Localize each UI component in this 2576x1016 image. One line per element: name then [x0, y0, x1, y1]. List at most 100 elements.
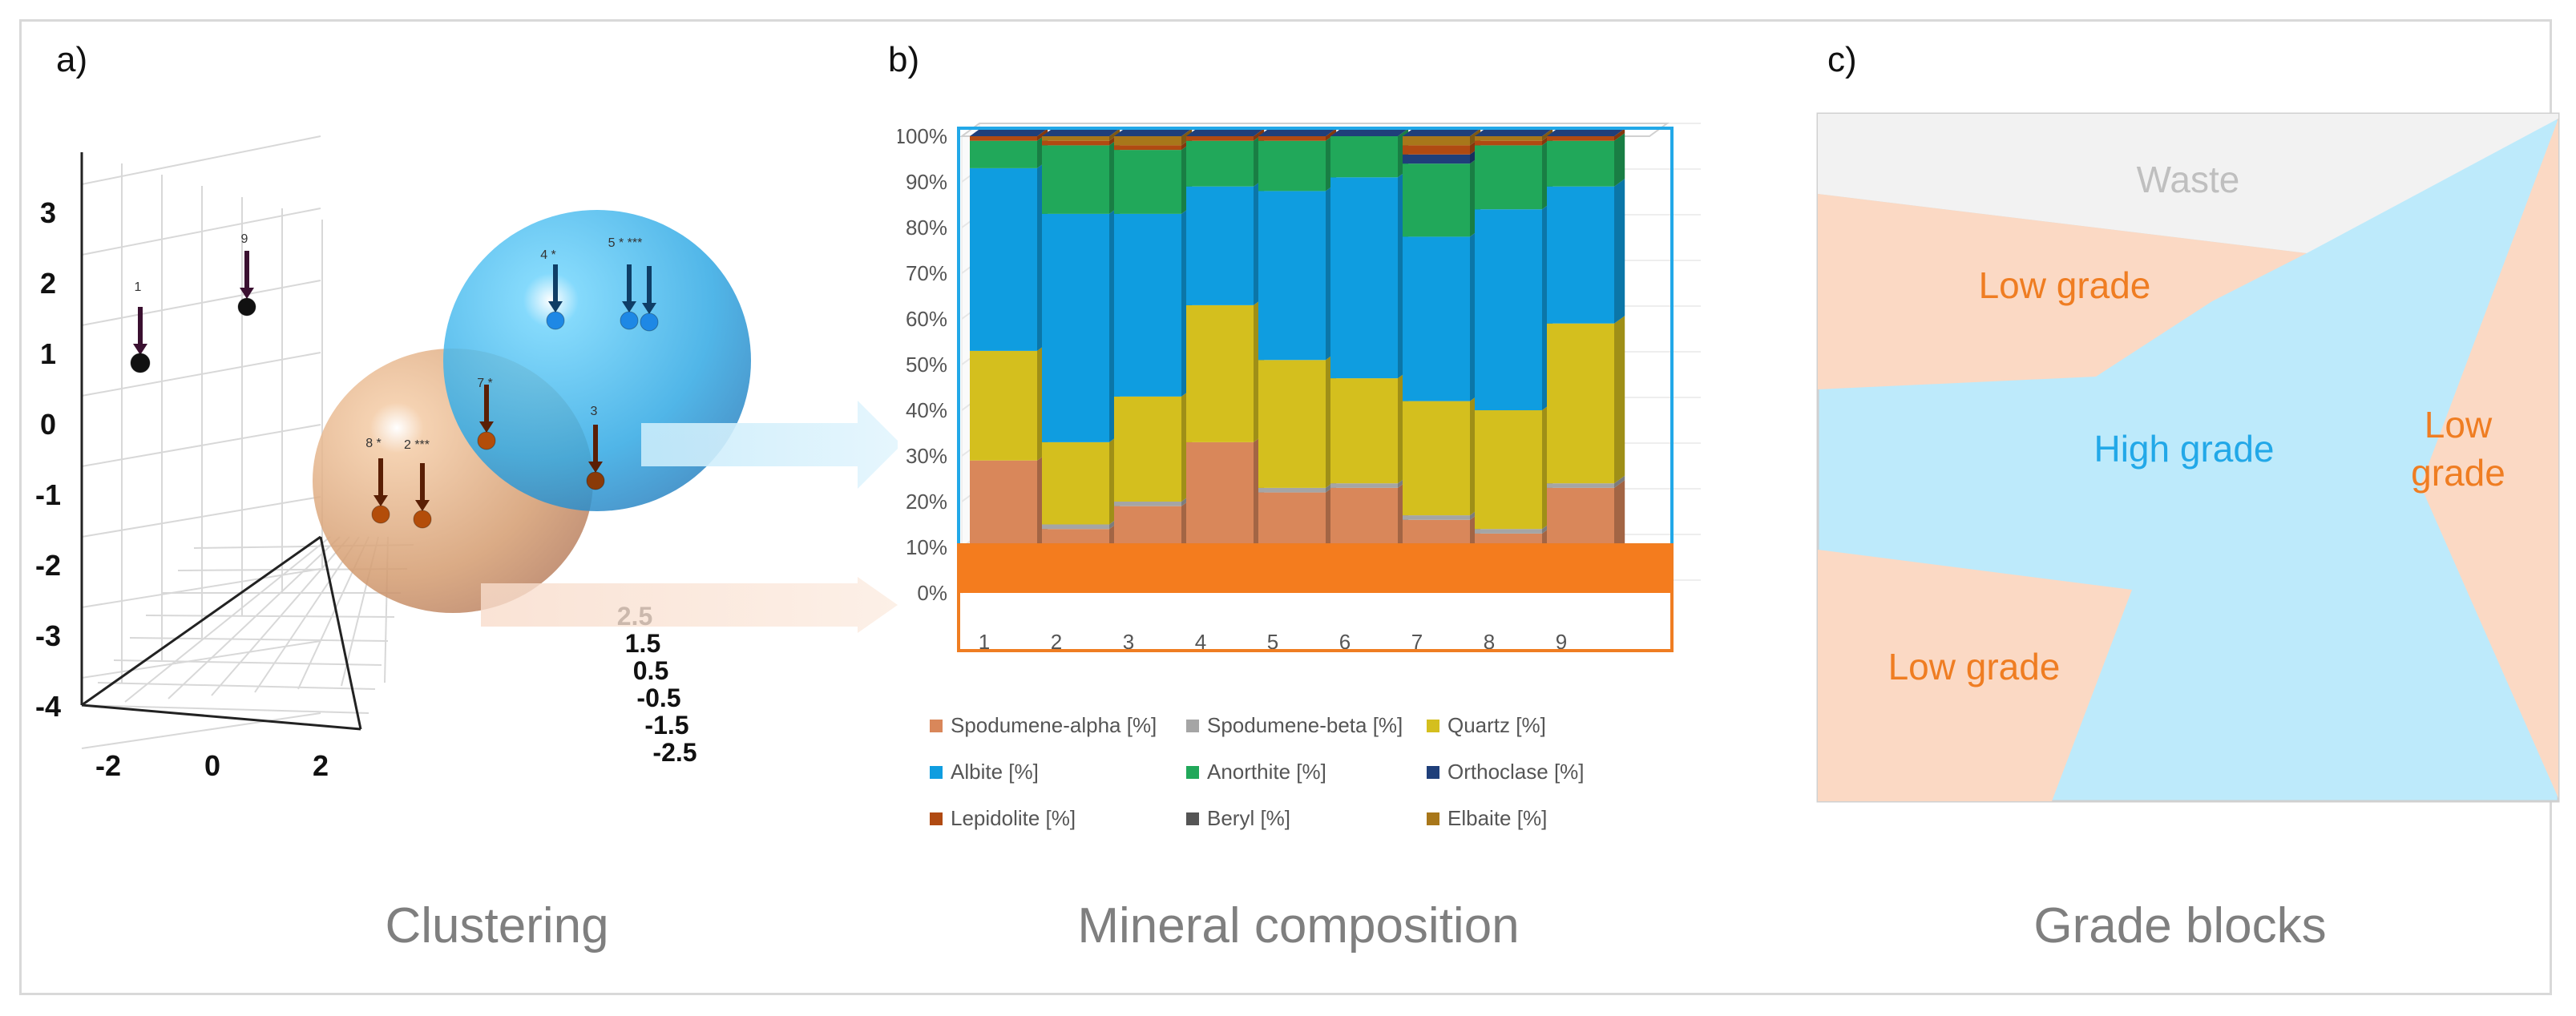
legend-item: Elbaite [%] [1427, 806, 1547, 831]
point-label: 5 * *** [608, 236, 643, 250]
legend-item: Anorthite [%] [1186, 760, 1326, 784]
low-grade-label-top: Low grade [1979, 264, 2151, 306]
cluster-point-2: 2 *** [404, 438, 432, 529]
bar-segment-quartz-6 [1330, 370, 1409, 484]
legend-swatch [1186, 812, 1199, 825]
caption-grade-blocks: Grade blocks [2033, 898, 2327, 954]
x-tick-label: 2 [313, 749, 329, 782]
z-tick-label: -1 [35, 478, 61, 511]
legend-swatch [930, 765, 943, 779]
bar-segment-anorthite-4 [1186, 133, 1265, 187]
caption-clustering: Clustering [385, 898, 609, 954]
low-grade-label-bottom: Low grade [1888, 646, 2061, 687]
y-tick-label: -2.5 [652, 738, 696, 767]
panel-label-a: a) [56, 40, 88, 79]
legend-swatch [1186, 719, 1199, 732]
y-tick-label: 20% [906, 490, 947, 514]
x-tick-label: 8 [1484, 630, 1495, 654]
bar-segment-elbaite-8 [1475, 128, 1553, 141]
bar-segment-spodumenebeta-9 [1547, 475, 1625, 488]
point-label: 9 [241, 232, 248, 246]
bar-top-cap [1042, 128, 1120, 136]
high-grade-link-arrow [641, 401, 898, 489]
bar-top-cap [1475, 128, 1553, 136]
panel-label-c: c) [1827, 40, 1857, 79]
point-label: 3 [591, 405, 598, 418]
cluster-point-5: 5 * *** [608, 236, 643, 330]
legend-label: Albite [%] [951, 760, 1039, 784]
cluster-point-1: 1 [130, 280, 151, 373]
z-tick-label: -3 [35, 619, 61, 652]
y-tick-label: 100% [898, 124, 947, 148]
y-tick-label: 60% [906, 307, 947, 331]
high-grade-label: High grade [2094, 428, 2274, 470]
bar-segment-albite-8 [1475, 201, 1553, 410]
z-tick-label: 1 [40, 337, 56, 370]
legend-label: Lepidolite [%] [951, 806, 1076, 830]
bar-top-cap [1547, 128, 1625, 136]
mineral-composition-chart: 0% 10% 20% 30% 40% 50% 60% 70% 80% 90% 100% 1 2 3 4 5 6… [898, 123, 1701, 654]
bar-segment-anorthite-2 [1042, 137, 1120, 214]
bar-segment-albite-6 [1330, 169, 1409, 379]
point-label: 7 * [477, 377, 493, 390]
y-tick-label: 0.5 [633, 656, 668, 685]
legend-label: Spodumene-beta [%] [1207, 713, 1403, 737]
bar-segment-lepidolite-1 [970, 128, 1048, 141]
low-grade-label-right-1: Low [2425, 404, 2493, 446]
bar-segment-quartz-3 [1114, 389, 1193, 502]
cluster-point-5b [640, 266, 659, 332]
legend-swatch [1427, 812, 1439, 825]
bar-segment-lepidolite-4 [1186, 128, 1265, 141]
cluster-point-9: 9 [237, 232, 256, 316]
bar-segment-elbaite-2 [1042, 128, 1120, 141]
bar-segment-anorthite-5 [1258, 133, 1337, 192]
point-label: 4 * [540, 248, 556, 262]
cluster-point-8: 8 * [365, 437, 390, 524]
legend-item: Spodumene-beta [%] [1186, 713, 1403, 738]
x-tick-label: 5 [1267, 630, 1278, 654]
y-tick-label: 90% [906, 170, 947, 194]
z-tick-label: -4 [35, 690, 61, 723]
bar-segment-albite-4 [1186, 179, 1265, 305]
low-grade-label-right-2: grade [2411, 452, 2505, 494]
x-tick-label: 6 [1339, 630, 1351, 654]
low-grade-link-arrow [481, 577, 898, 633]
x-tick-label: 2 [1051, 630, 1062, 654]
cluster-point-7: 7 * [477, 377, 496, 450]
low-grade-zone-right [2421, 119, 2558, 798]
y-tick-label: 40% [906, 398, 947, 422]
bar-segment-anorthite-7 [1403, 155, 1481, 237]
cluster-point-3: 3 [586, 405, 605, 490]
low-grade-zone-bottom [1818, 550, 2132, 801]
bar-segment-albite-3 [1114, 206, 1193, 397]
panel-label-b: b) [888, 40, 920, 79]
y-tick-label: 30% [906, 444, 947, 468]
legend-label: Orthoclase [%] [1447, 760, 1585, 784]
waste-label: Waste [2137, 159, 2240, 200]
legend-item: Quartz [%] [1427, 713, 1546, 738]
z-tick-label: 3 [40, 196, 56, 229]
point-label: 8 * [365, 437, 382, 450]
caption-mineral-composition: Mineral composition [1077, 898, 1520, 954]
y-tick-label: 80% [906, 216, 947, 240]
point-label: 2 *** [404, 438, 430, 452]
bar-top-cap [1186, 128, 1265, 136]
z-tick-label: 2 [40, 267, 56, 300]
bar-top-cap [1403, 128, 1481, 136]
cluster-point-4: 4 * [540, 248, 565, 330]
bar-segment-quartz-1 [970, 343, 1048, 461]
x-tick-label: 4 [1195, 630, 1206, 654]
bar-segment-quartz-4 [1186, 297, 1265, 442]
bar-segment-quartz-8 [1475, 402, 1553, 530]
bar-segment-lepidolite-9 [1547, 128, 1625, 141]
legend-swatch [930, 719, 943, 732]
bar-segment-anorthite-8 [1475, 137, 1553, 210]
legend-item: Beryl [%] [1186, 806, 1290, 831]
z-tick-label: 0 [40, 408, 56, 441]
legend-item: Albite [%] [930, 760, 1039, 784]
bar-segment-albite-5 [1258, 183, 1337, 361]
legend-swatch [1427, 719, 1439, 732]
waste-zone [1818, 114, 2558, 253]
bar-top-cap [1114, 128, 1193, 136]
bar-top-cap [970, 128, 1048, 136]
